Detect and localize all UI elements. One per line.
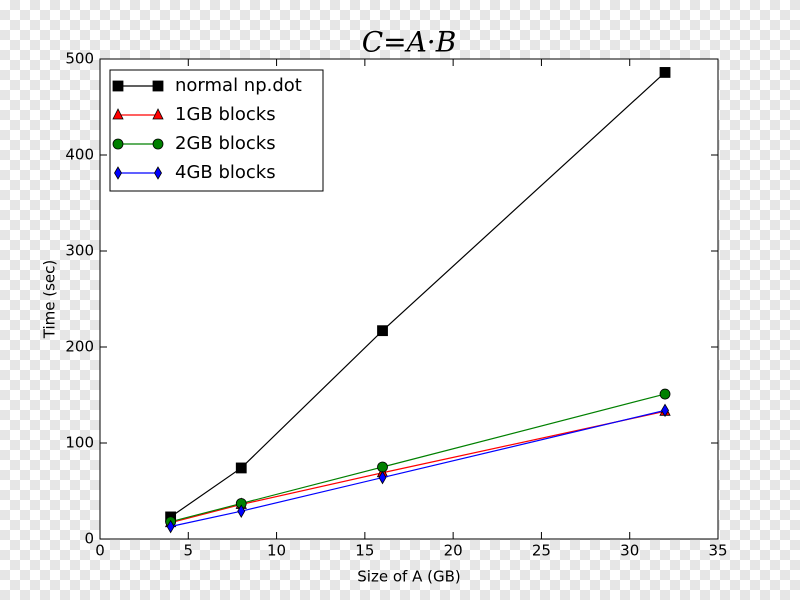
- data-point: [659, 388, 671, 400]
- legend-box: [109, 69, 324, 192]
- legend-marker: [152, 80, 164, 92]
- x-tick-label: 25: [532, 542, 551, 560]
- data-point: [377, 325, 388, 337]
- x-tick-label: 20: [444, 542, 463, 560]
- x-axis-label: Size of A (GB): [357, 568, 460, 586]
- y-tick-label: 500: [65, 50, 94, 68]
- y-tick-label: 100: [65, 434, 94, 452]
- series-line: [170, 393, 666, 523]
- legend-marker: [152, 138, 164, 150]
- legend-label: 4GB blocks: [175, 162, 276, 183]
- chart-title: C=A·B: [362, 26, 457, 59]
- data-point: [235, 462, 247, 474]
- data-point: [237, 504, 246, 518]
- x-tick-label: 35: [708, 542, 727, 560]
- series-line: [170, 71, 666, 518]
- plot-frame: [99, 58, 719, 540]
- legend-marker: [154, 166, 162, 180]
- x-tick-label: 5: [184, 542, 194, 560]
- x-tick-label: 30: [620, 542, 639, 560]
- data-point: [659, 67, 671, 78]
- series-line: [170, 409, 666, 528]
- legend-marker: [114, 166, 122, 180]
- y-tick-label: 200: [65, 338, 94, 356]
- y-tick-label: 0: [84, 530, 94, 548]
- legend-label: 2GB blocks: [175, 133, 276, 154]
- legend-label: 1GB blocks: [175, 104, 276, 125]
- y-axis-label: Time (sec): [41, 260, 59, 339]
- data-point: [378, 470, 387, 485]
- legend-label: normal np.dot: [175, 75, 302, 96]
- legend-marker: [152, 108, 164, 120]
- series-line: [170, 410, 666, 524]
- y-tick-label: 400: [65, 146, 94, 164]
- x-tick-label: 0: [95, 542, 105, 560]
- data-point: [166, 519, 175, 534]
- legend-marker: [112, 138, 124, 150]
- x-tick-label: 15: [355, 542, 374, 560]
- legend-marker: [112, 108, 124, 120]
- legend-marker: [112, 80, 124, 92]
- data-point: [661, 403, 669, 418]
- x-tick-label: 10: [267, 542, 286, 560]
- y-tick-label: 300: [65, 242, 94, 260]
- data-point: [377, 461, 388, 473]
